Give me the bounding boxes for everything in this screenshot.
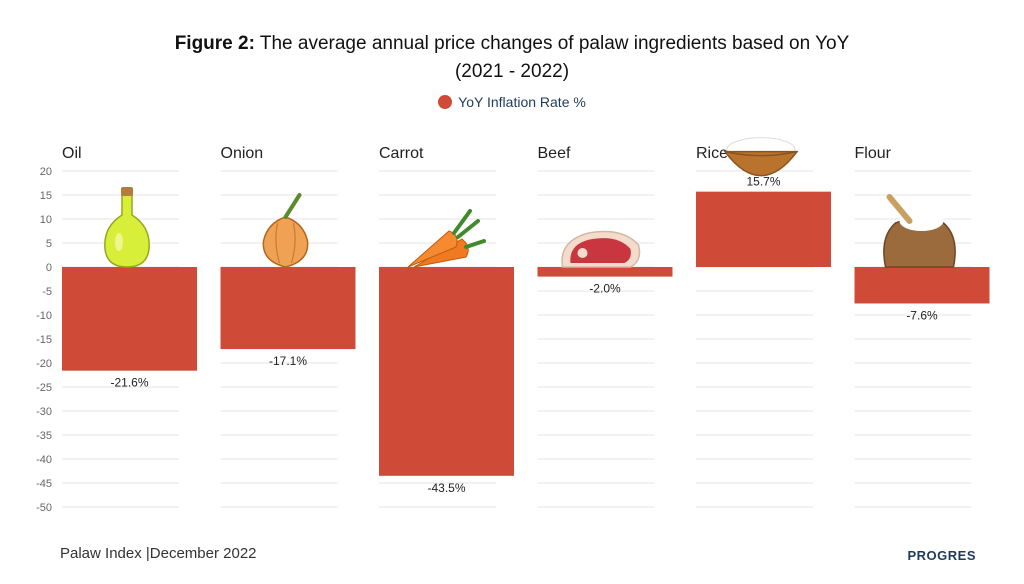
y-tick-label: -20: [36, 358, 52, 370]
beef-icon: [561, 230, 641, 268]
y-tick-label: 10: [40, 214, 52, 226]
y-tick-label: 20: [40, 166, 52, 178]
title-text: The average annual price changes of pala…: [259, 33, 850, 54]
y-tick-label: -15: [36, 334, 52, 346]
y-tick-label: 5: [46, 238, 52, 250]
data-label: -43.5%: [427, 481, 465, 495]
bar-onion: [220, 267, 356, 350]
chart-title: Figure 2: The average annual price chang…: [0, 30, 1024, 86]
title-years: (2021 - 2022): [454, 61, 570, 82]
data-label: -21.6%: [110, 376, 148, 390]
data-label: -2.0%: [589, 282, 621, 296]
legend: YoY Inflation Rate %: [0, 94, 1024, 110]
category-label: Flour: [855, 145, 892, 162]
category-label: Beef: [538, 145, 571, 162]
onion-icon: [262, 193, 309, 268]
y-tick-label: -50: [36, 502, 52, 514]
title-figure-label: Figure 2:: [174, 33, 255, 54]
data-label: -17.1%: [269, 354, 307, 368]
y-tick-label: -35: [36, 430, 52, 442]
footer-source: Palaw Index |December 2022: [60, 545, 257, 562]
bar-carrot: [379, 267, 514, 476]
y-tick-label: 0: [46, 262, 52, 274]
oil-bottle-icon: [104, 187, 150, 268]
bar-beef: [537, 267, 673, 277]
flour-sack-icon: [883, 194, 956, 268]
data-label: -7.6%: [906, 308, 938, 322]
legend-label: YoY Inflation Rate %: [458, 94, 586, 110]
bar-flour: [854, 267, 990, 304]
y-tick-label: -45: [36, 478, 52, 490]
rice-bowl-icon: [723, 137, 799, 177]
y-tick-label: -5: [42, 286, 52, 298]
y-tick-label: -30: [36, 406, 52, 418]
y-tick-label: -25: [36, 382, 52, 394]
legend-swatch: [438, 95, 453, 109]
category-label: Rice: [696, 145, 728, 162]
y-tick-label: 15: [40, 190, 52, 202]
data-label: 15.7%: [746, 175, 780, 189]
category-label: Onion: [221, 145, 264, 162]
category-label: Oil: [62, 145, 82, 162]
carrot-icon: [407, 209, 486, 268]
category-label: Carrot: [379, 145, 424, 162]
brand-logo: PROGRES: [907, 548, 976, 563]
bar-oil: [62, 267, 197, 371]
y-tick-label: -40: [36, 454, 52, 466]
bar-rice: [696, 191, 831, 267]
y-tick-label: -10: [36, 310, 52, 322]
